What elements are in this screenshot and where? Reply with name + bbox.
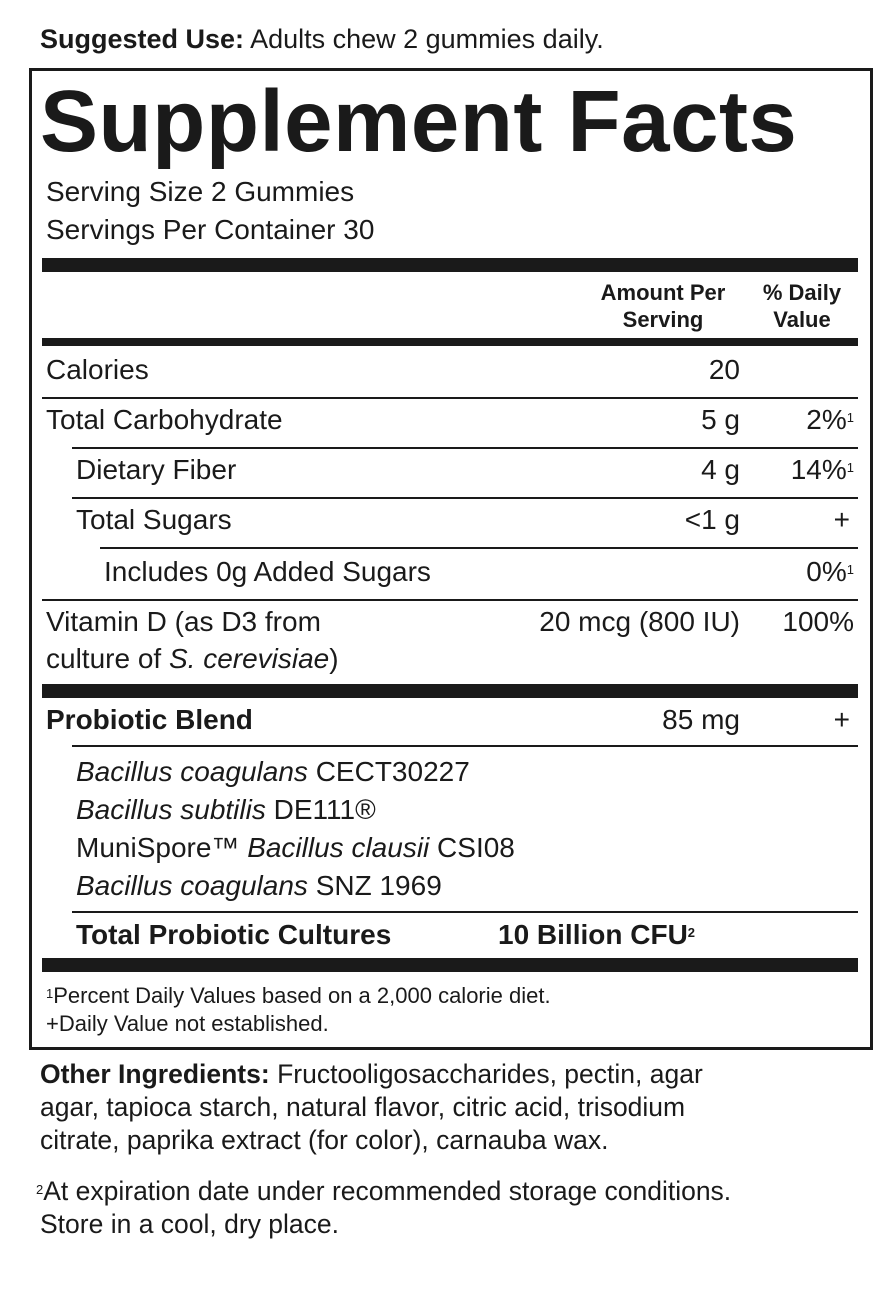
row-amount: <1 g: [684, 504, 740, 535]
divider-medium: [42, 338, 858, 346]
storage-footnote: 2At expiration date under recommended st…: [36, 1175, 731, 1241]
footnote-mark: 2: [687, 925, 696, 940]
divider: [72, 497, 858, 499]
strain-item: Bacillus subtilis DE111®: [76, 791, 515, 829]
divider: [42, 397, 858, 399]
text: ): [329, 643, 339, 674]
row-name: Total Sugars: [76, 504, 232, 535]
text: MuniSpore™: [76, 832, 248, 863]
text: SNZ 1969: [307, 870, 442, 901]
divider: [42, 599, 858, 601]
probiotic-dv: +: [833, 704, 850, 735]
row-name: Dietary Fiber: [76, 454, 237, 485]
text: agar, tapioca starch, natural flavor, ci…: [40, 1092, 686, 1122]
header-text: Amount Per: [600, 280, 726, 305]
text: CSI08: [429, 832, 515, 863]
row-dv: 14%1: [791, 453, 854, 487]
total-probiotic-label: Total Probiotic Cultures: [76, 919, 392, 950]
row-name: Vitamin D (as D3 from: [46, 606, 321, 637]
header-text: Serving: [622, 307, 704, 332]
row-name-line2: culture of S. cerevisiae): [46, 642, 339, 676]
dv-value: 2%: [806, 404, 847, 435]
text: Bacillus coagulans: [76, 870, 308, 901]
text: At expiration date under recommended sto…: [43, 1176, 732, 1206]
divider-thick: [42, 684, 858, 698]
footnote-1: 1Percent Daily Values based on a 2,000 c…: [46, 982, 551, 1010]
row-amount: 20: [708, 354, 740, 385]
text: CECT30227: [307, 756, 470, 787]
row-dv: 2%1: [806, 403, 854, 437]
footnote-mark: 2: [36, 1182, 44, 1197]
strain-item: Bacillus coagulans CECT30227: [76, 753, 515, 791]
header-text: Value: [773, 307, 831, 332]
dv-value: 0%: [806, 556, 847, 587]
text: citrate, paprika extract (for color), ca…: [40, 1125, 609, 1155]
row-dv: 0%1: [806, 555, 854, 589]
suggested-use-label: Suggested Use:: [40, 24, 245, 54]
text: culture of: [46, 643, 169, 674]
row-name: Total Carbohydrate: [46, 404, 283, 435]
suggested-use: Suggested Use: Adults chew 2 gummies dai…: [40, 22, 604, 56]
row-name: Includes 0g Added Sugars: [104, 556, 431, 587]
text: 10 Billion CFU: [498, 919, 688, 950]
text: Bacillus subtilis: [76, 794, 266, 825]
text: Fructooligosaccharides, pectin, agar: [277, 1059, 703, 1089]
serving-size: Serving Size 2 Gummies: [46, 176, 355, 207]
footnote-mark: 1: [846, 460, 854, 475]
text: Bacillus clausii: [247, 832, 430, 863]
divider-thick: [42, 958, 858, 972]
divider: [72, 911, 858, 913]
row-amount: 20 mcg (800 IU): [539, 606, 740, 637]
dv-value: 14%: [790, 454, 847, 485]
divider: [72, 745, 858, 747]
strain-list: Bacillus coagulans CECT30227 Bacillus su…: [76, 753, 515, 905]
suggested-use-text: Adults chew 2 gummies daily.: [250, 24, 604, 54]
footnote-mark: 1: [46, 986, 54, 1001]
text: Percent Daily Values based on a 2,000 ca…: [53, 983, 551, 1008]
footnote-mark: 1: [846, 562, 854, 577]
header-text: % Daily: [762, 280, 842, 305]
row-name: Calories: [46, 354, 149, 385]
daily-value-header: % Daily Value: [752, 279, 852, 333]
divider: [100, 547, 858, 549]
divider-thick: [42, 258, 858, 272]
other-ingredients: Other Ingredients: Fructooligosaccharide…: [40, 1058, 703, 1157]
probiotic-amount: 85 mg: [662, 704, 740, 735]
footnote-plus: +Daily Value not established.: [46, 1011, 329, 1036]
strain-item: Bacillus coagulans SNZ 1969: [76, 867, 515, 905]
row-dv: 100%: [782, 606, 854, 637]
row-amount: 5 g: [701, 404, 740, 435]
total-probiotic-value: 10 Billion CFU2: [498, 918, 695, 952]
text: S. cerevisiae: [168, 643, 330, 674]
row-amount: 4 g: [701, 454, 740, 485]
divider: [72, 447, 858, 449]
page-title: Supplement Facts: [40, 73, 798, 170]
other-ingredients-label: Other Ingredients:: [40, 1059, 270, 1089]
row-dv: +: [833, 504, 850, 535]
text: Bacillus coagulans: [76, 756, 308, 787]
servings-per-container: Servings Per Container 30: [46, 214, 375, 245]
amount-per-serving-header: Amount Per Serving: [580, 279, 746, 333]
footnote-mark: 1: [846, 410, 854, 425]
text: Store in a cool, dry place.: [40, 1209, 340, 1239]
strain-item: MuniSpore™ Bacillus clausii CSI08: [76, 829, 515, 867]
footnotes: 1Percent Daily Values based on a 2,000 c…: [46, 982, 551, 1038]
supplement-facts-panel: [29, 68, 873, 1050]
probiotic-blend-name: Probiotic Blend: [46, 704, 253, 735]
text: DE111®: [265, 794, 376, 825]
